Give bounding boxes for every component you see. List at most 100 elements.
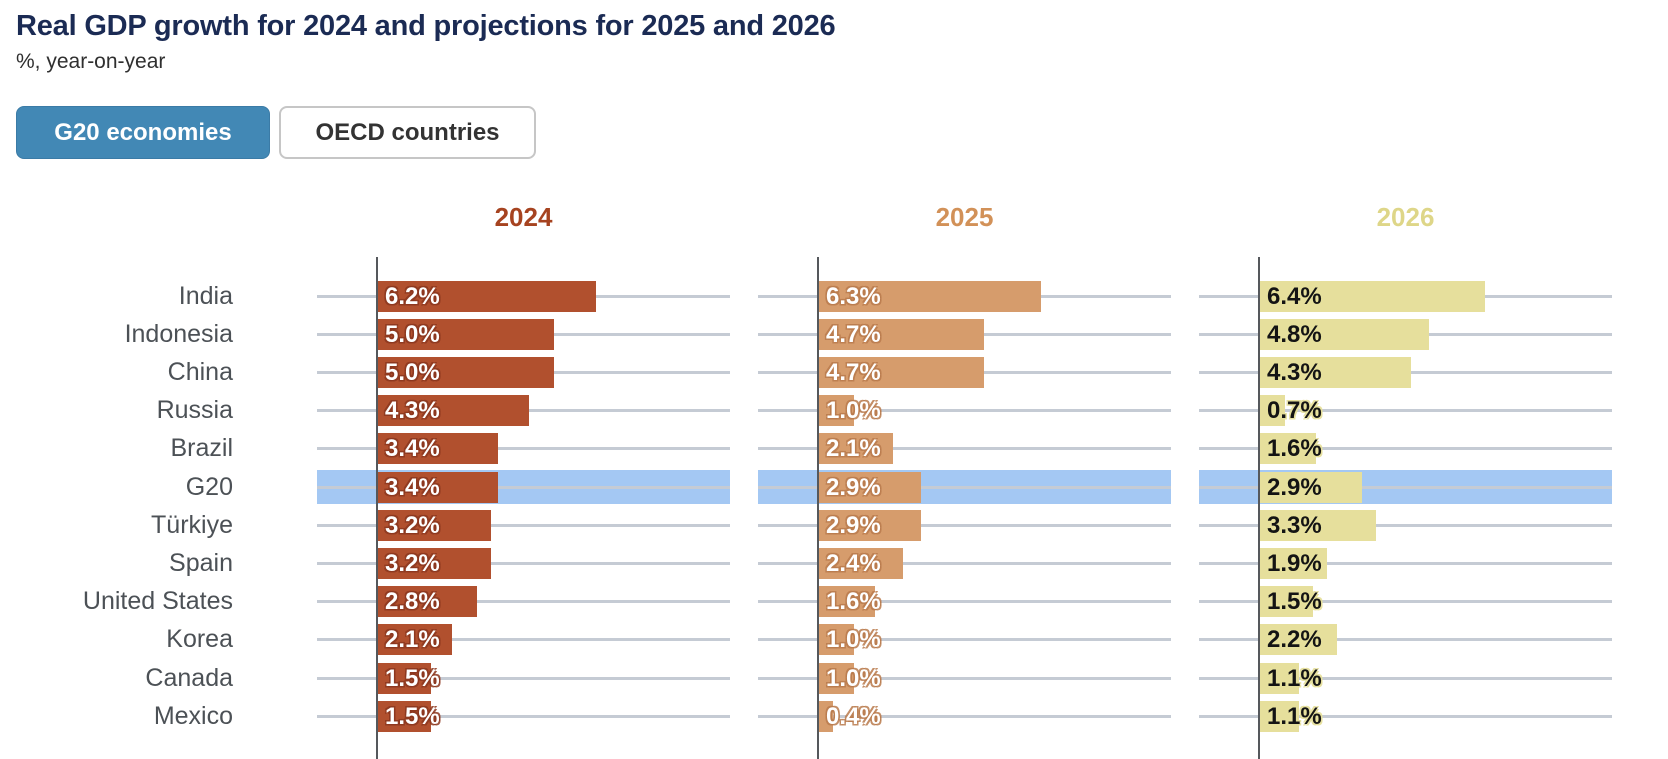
year-header: 2024 bbox=[494, 202, 553, 232]
bar-value-label: 1.5% bbox=[385, 702, 440, 730]
toggle-oecd-button[interactable]: OECD countries bbox=[279, 106, 536, 159]
bar-2024-Türkiye[interactable] bbox=[378, 509, 491, 541]
grid-line bbox=[758, 523, 1171, 527]
axis-line bbox=[376, 257, 378, 759]
grid-line bbox=[1199, 676, 1612, 680]
grid-line bbox=[1199, 409, 1612, 413]
page-title: Real GDP growth for 2024 and projections… bbox=[16, 10, 836, 42]
bar-value-label: 5.0% bbox=[385, 320, 440, 348]
bar-2026-Indonesia[interactable] bbox=[1260, 318, 1429, 350]
bar-2025-Russia[interactable] bbox=[819, 395, 855, 427]
bar-2026-United States[interactable] bbox=[1260, 586, 1313, 618]
bar-2024-Indonesia[interactable] bbox=[378, 318, 554, 350]
bar-2024-Russia[interactable] bbox=[378, 395, 530, 427]
grid-line bbox=[1199, 714, 1612, 718]
bar-value-label: 6.3% bbox=[826, 282, 881, 310]
country-label: Korea bbox=[166, 625, 233, 654]
chart-panel-2025: 2025 6.3% 4.7% 4.7% 1.0% 2.1% 2.9% 2.9% 2.4% 1.6%… bbox=[758, 190, 1171, 759]
year-header: 2026 bbox=[1376, 202, 1435, 232]
country-label: Spain bbox=[169, 548, 233, 577]
grid-line bbox=[317, 676, 730, 680]
bar-value-label: 3.4% bbox=[385, 473, 440, 501]
bar-value-label: 6.2% bbox=[385, 282, 440, 310]
bar-2024-India[interactable] bbox=[378, 280, 597, 312]
bar-2024-Spain[interactable] bbox=[378, 547, 491, 579]
bar-2025-United States[interactable] bbox=[819, 586, 876, 618]
grid-line bbox=[317, 485, 730, 489]
bar-value-label: 2.9% bbox=[826, 511, 881, 539]
bar-2026-Türkiye[interactable] bbox=[1260, 509, 1377, 541]
bar-2024-China[interactable] bbox=[378, 356, 554, 388]
bar-value-label: 5.0% bbox=[385, 358, 440, 386]
bar-value-label: 1.6% bbox=[826, 588, 881, 616]
bar-value-label: 2.4% bbox=[826, 549, 881, 577]
bar-value-label: 2.1% bbox=[385, 626, 440, 654]
bar-2026-Brazil[interactable] bbox=[1260, 433, 1317, 465]
bar-2024-Mexico[interactable] bbox=[378, 700, 431, 732]
bar-2025-India[interactable] bbox=[819, 280, 1041, 312]
bar-2026-G20[interactable] bbox=[1260, 471, 1363, 503]
bar-2026-Mexico[interactable] bbox=[1260, 700, 1299, 732]
bar-value-label: 1.0% bbox=[826, 626, 881, 654]
bar-2025-Brazil[interactable] bbox=[819, 433, 893, 465]
bar-2025-Canada[interactable] bbox=[819, 662, 855, 694]
bar-2024-Brazil[interactable] bbox=[378, 433, 498, 465]
bar-value-label: 4.7% bbox=[826, 358, 881, 386]
grid-line bbox=[317, 600, 730, 604]
bar-2026-Canada[interactable] bbox=[1260, 662, 1299, 694]
bar-value-label: 3.4% bbox=[385, 435, 440, 463]
bar-2026-Spain[interactable] bbox=[1260, 547, 1327, 579]
bar-2026-India[interactable] bbox=[1260, 280, 1486, 312]
bar-2024-G20[interactable] bbox=[378, 471, 498, 503]
bar-value-label: 2.9% bbox=[826, 473, 881, 501]
bar-value-label: 2.2% bbox=[1267, 626, 1322, 654]
bar-value-label: 1.1% bbox=[1267, 664, 1322, 692]
grid-line bbox=[317, 561, 730, 565]
bar-value-label: 1.6% bbox=[1267, 435, 1322, 463]
country-label: China bbox=[167, 357, 233, 386]
grid-line bbox=[1199, 561, 1612, 565]
bar-value-label: 2.9% bbox=[1267, 473, 1322, 501]
bar-2024-Korea[interactable] bbox=[378, 624, 452, 656]
chart-panel-2026: 2026 6.4% 4.8% 4.3% 0.7% 1.6% 2.9% 3.3% 1.9% 1.5%… bbox=[1199, 190, 1612, 759]
bar-2025-Türkiye[interactable] bbox=[819, 509, 922, 541]
bar-2024-Canada[interactable] bbox=[378, 662, 431, 694]
bar-2026-China[interactable] bbox=[1260, 356, 1412, 388]
axis-line bbox=[817, 257, 819, 759]
bar-2025-Indonesia[interactable] bbox=[819, 318, 985, 350]
bar-value-label: 1.1% bbox=[1267, 702, 1322, 730]
bar-value-label: 6.4% bbox=[1267, 282, 1322, 310]
country-label: India bbox=[178, 281, 233, 310]
bar-2025-G20[interactable] bbox=[819, 471, 922, 503]
bar-value-label: 1.5% bbox=[1267, 588, 1322, 616]
bar-2026-Korea[interactable] bbox=[1260, 624, 1338, 656]
grid-line bbox=[1199, 485, 1612, 489]
bar-2025-Mexico[interactable] bbox=[819, 700, 834, 732]
grid-line bbox=[758, 638, 1171, 642]
bar-2025-Korea[interactable] bbox=[819, 624, 855, 656]
bar-2024-United States[interactable] bbox=[378, 586, 477, 618]
toggle-g20-button[interactable]: G20 economies bbox=[16, 106, 270, 159]
grid-line bbox=[317, 714, 730, 718]
country-label: Russia bbox=[156, 396, 233, 425]
grid-line bbox=[758, 676, 1171, 680]
bar-2025-Spain[interactable] bbox=[819, 547, 904, 579]
bar-2026-Russia[interactable] bbox=[1260, 395, 1285, 427]
bar-value-label: 3.3% bbox=[1267, 511, 1322, 539]
grid-line bbox=[1199, 447, 1612, 451]
country-label: Türkiye bbox=[151, 510, 233, 539]
grid-line bbox=[1199, 600, 1612, 604]
page-subtitle: %, year-on-year bbox=[16, 50, 166, 73]
bar-value-label: 0.7% bbox=[1267, 397, 1322, 425]
country-label: Mexico bbox=[153, 701, 233, 730]
country-label: G20 bbox=[185, 472, 233, 501]
bar-value-label: 4.8% bbox=[1267, 320, 1322, 348]
bar-value-label: 4.3% bbox=[385, 397, 440, 425]
bar-value-label: 1.5% bbox=[385, 664, 440, 692]
bar-2025-China[interactable] bbox=[819, 356, 985, 388]
grid-line bbox=[758, 561, 1171, 565]
grid-line bbox=[758, 714, 1171, 718]
bar-value-label: 1.0% bbox=[826, 664, 881, 692]
grid-line bbox=[758, 409, 1171, 413]
grid-line bbox=[317, 638, 730, 642]
